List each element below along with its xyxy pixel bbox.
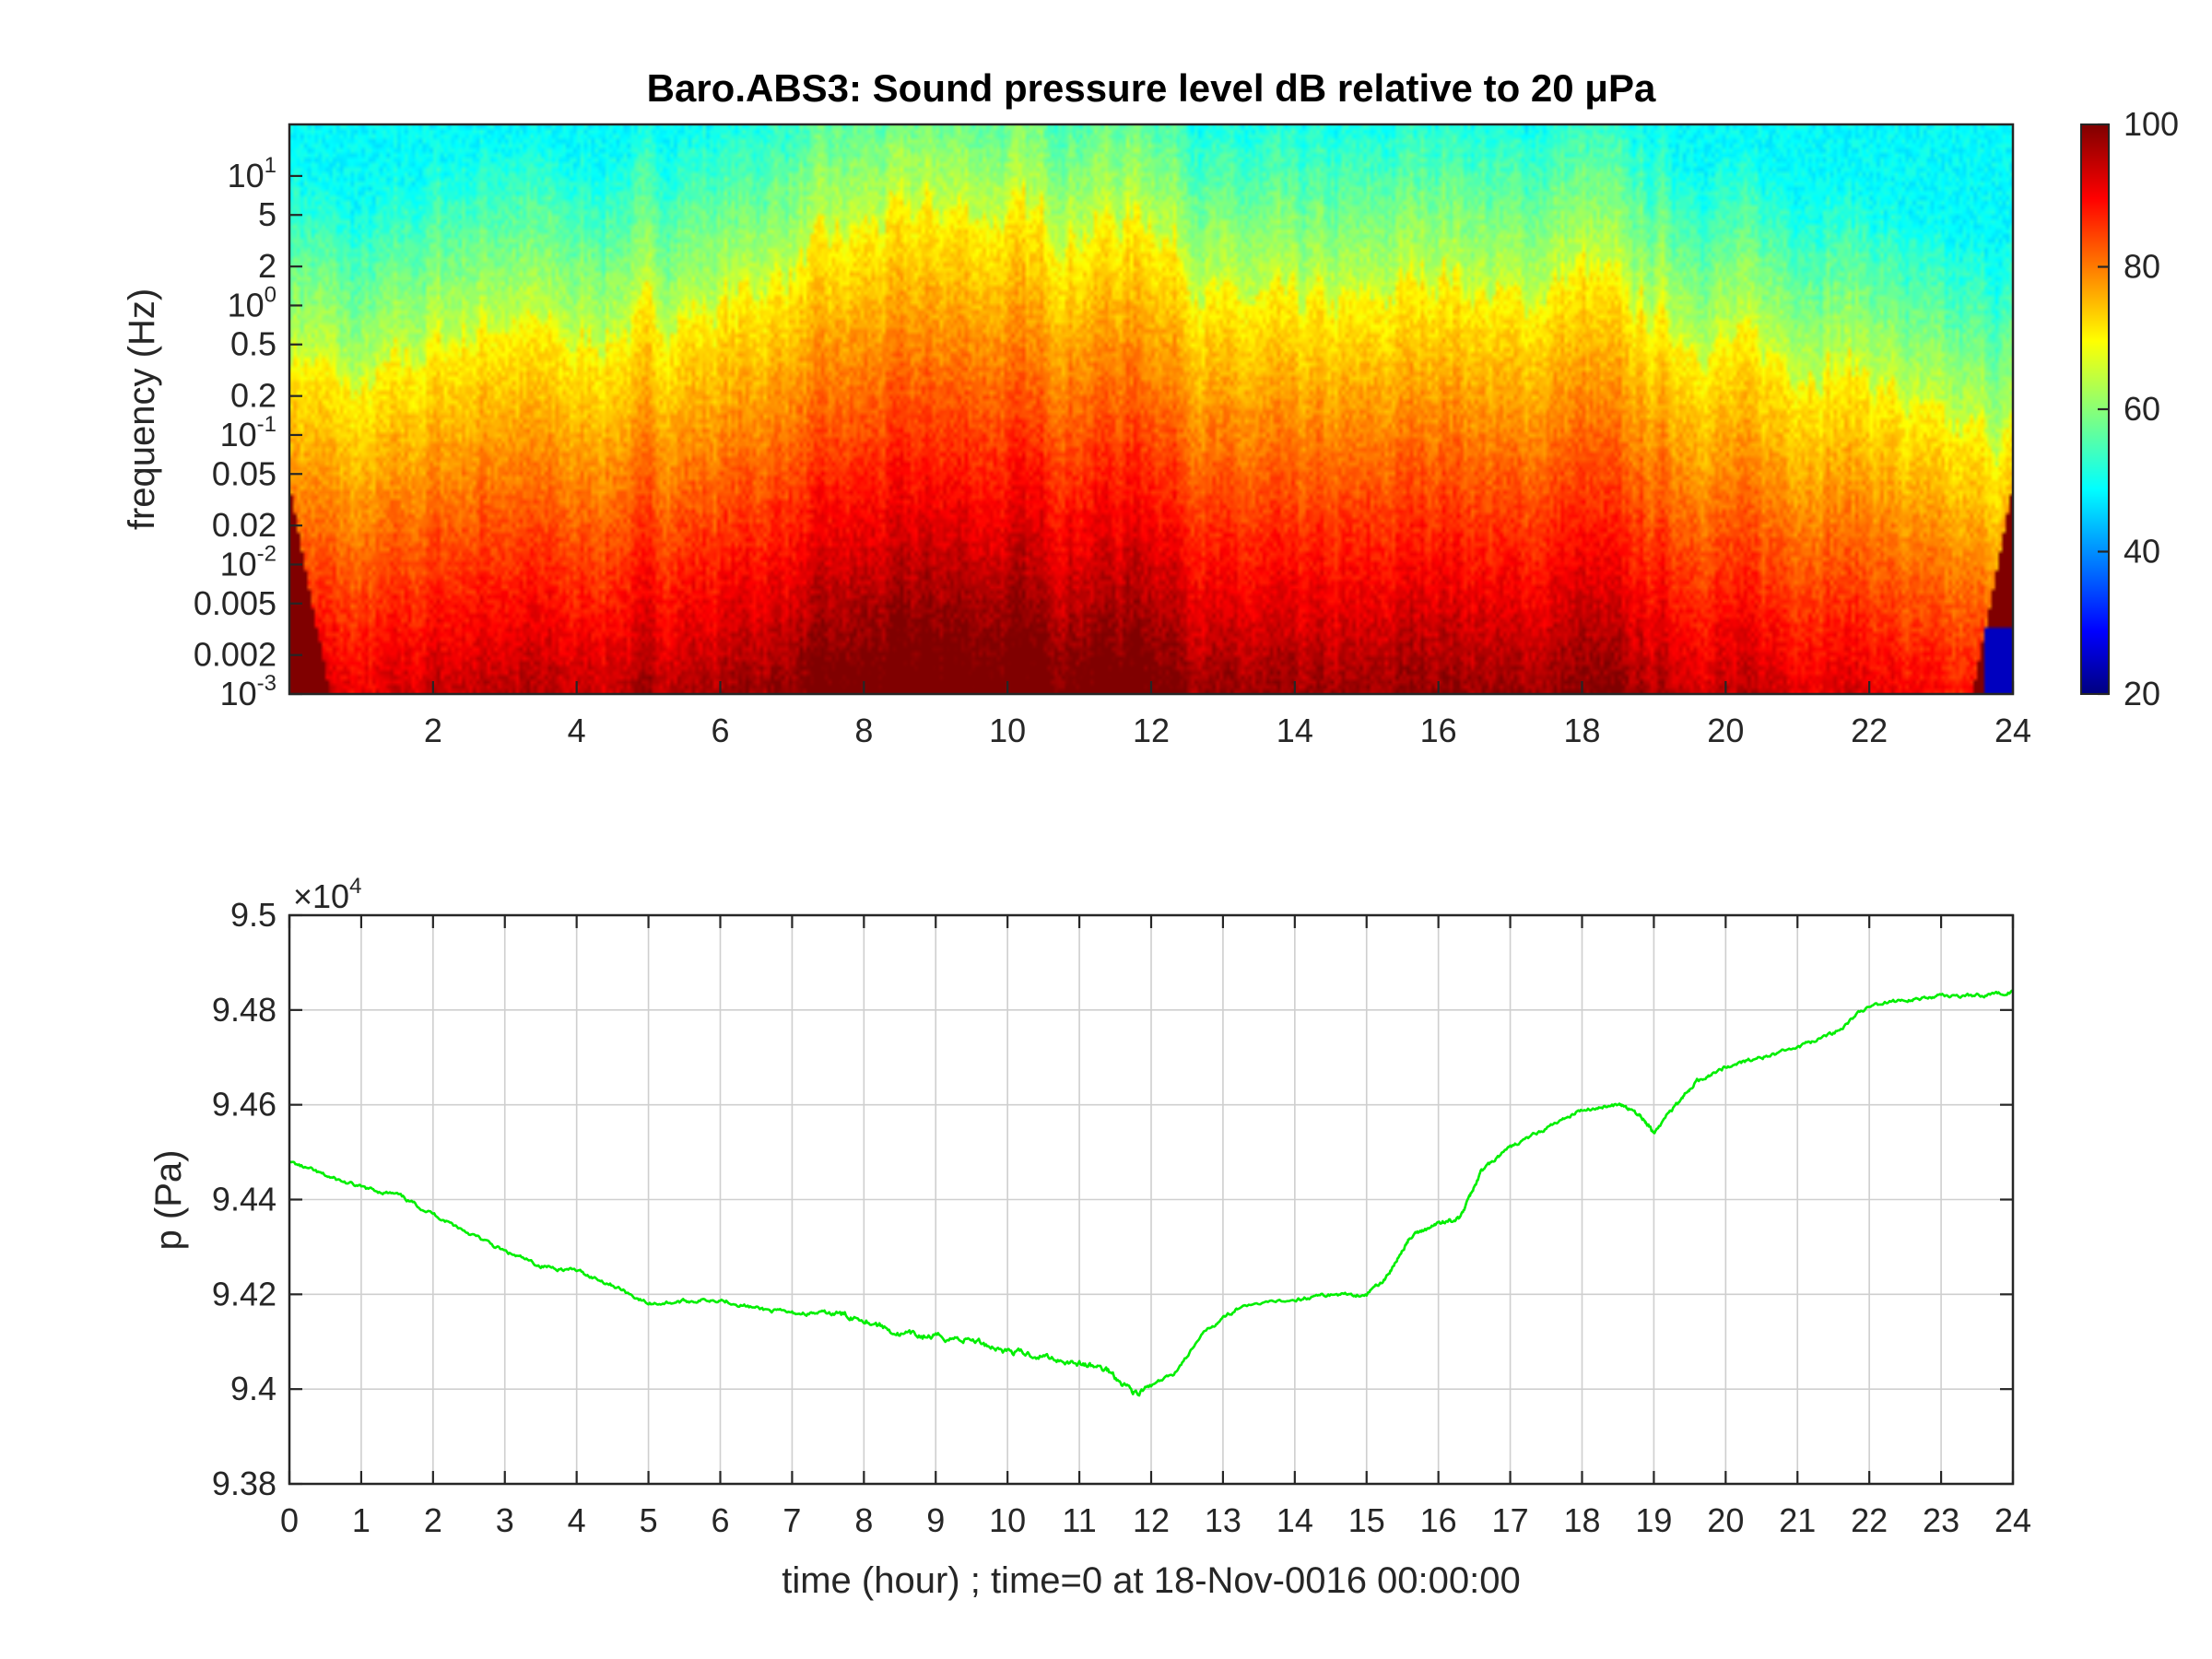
- pressure-x-tick-label: 10: [989, 1501, 1026, 1539]
- pressure-x-tick-label: 19: [1635, 1501, 1672, 1539]
- pressure-x-tick-label: 12: [1133, 1501, 1170, 1539]
- spectrogram-x-tick-label: 6: [711, 712, 729, 749]
- pressure-xlabel: time (hour) ; time=0 at 18-Nov-0016 00:0…: [782, 1560, 1521, 1601]
- spectrogram-x-tick-label: 24: [1994, 712, 2031, 749]
- spectrogram-x-tick-label: 22: [1851, 712, 1888, 749]
- spectrogram-y-tick-label: 0.02: [212, 506, 276, 544]
- pressure-y-tick-label: 9.44: [212, 1181, 276, 1218]
- pressure-x-tick-label: 7: [782, 1501, 801, 1539]
- pressure-x-tick-label: 18: [1563, 1501, 1600, 1539]
- colorbar-tick-label: 20: [2124, 675, 2160, 712]
- spectrogram-y-tick-label: 0.002: [194, 636, 276, 674]
- spectrogram-ylabel: frequency (Hz): [122, 288, 162, 530]
- spectrogram-y-tick-label: 101: [228, 153, 276, 194]
- pressure-x-tick-label: 3: [496, 1501, 514, 1539]
- spectrogram-y-tick-label: 0.2: [230, 377, 276, 415]
- spectrogram-y-tick-label: 0.05: [212, 454, 276, 492]
- spectrogram-image: [289, 124, 2013, 694]
- pressure-y-tick-label: 9.4: [230, 1370, 276, 1407]
- pressure-series-line: [289, 989, 2013, 1397]
- spectrogram-x-tick-label: 10: [989, 712, 1026, 749]
- spectrogram-x-tick-label: 4: [568, 712, 586, 749]
- spectrogram-x-tick-label: 20: [1707, 712, 1744, 749]
- spectrogram-plot: [289, 124, 2013, 694]
- spectrogram-y-tick-label: 10-2: [220, 541, 276, 582]
- pressure-x-ticks: 0 1 2 3 4 5 6 7 8 9 10 11 12 13 14 15 16 17 18 19 20 21 22 23 24: [280, 915, 2031, 1539]
- pressure-ylabel: p (Pa): [148, 1150, 189, 1251]
- pressure-y-tick-label: 9.38: [212, 1465, 276, 1502]
- colorbar-tick-label: 80: [2124, 248, 2160, 286]
- colorbar-tick-label: 40: [2124, 533, 2160, 571]
- pressure-y-tick-label: 9.42: [212, 1275, 276, 1312]
- pressure-grid: [288, 914, 2014, 1485]
- spectrogram-x-tick-label: 12: [1133, 712, 1170, 749]
- pressure-y-ticks: 9.38 9.4 9.42 9.44 9.46 9.48 9.5: [212, 896, 2013, 1502]
- spectrogram-y-tick-label: 0.5: [230, 325, 276, 363]
- spectrogram-x-tick-label: 8: [854, 712, 873, 749]
- pressure-x-tick-label: 6: [711, 1501, 729, 1539]
- colorbar-tick-label: 100: [2124, 105, 2179, 143]
- spectrogram-x-tick-label: 16: [1420, 712, 1457, 749]
- spectrogram-x-tick-label: 2: [424, 712, 442, 749]
- pressure-y-exponent: ×104: [293, 874, 361, 915]
- spectrogram-y-tick-label: 0.005: [194, 584, 276, 622]
- pressure-x-tick-label: 22: [1851, 1501, 1888, 1539]
- pressure-y-tick-label: 9.46: [212, 1086, 276, 1124]
- colorbar-ticks: 20 40 60 80 100: [2098, 105, 2179, 712]
- pressure-x-tick-label: 9: [926, 1501, 945, 1539]
- pressure-x-tick-label: 11: [1062, 1501, 1096, 1539]
- pressure-x-tick-label: 23: [1923, 1501, 1959, 1539]
- pressure-x-tick-label: 20: [1707, 1501, 1744, 1539]
- pressure-x-tick-label: 24: [1994, 1501, 2031, 1539]
- spectrogram-y-tick-label: 10-1: [220, 412, 276, 453]
- pressure-x-tick-label: 0: [280, 1501, 299, 1539]
- spectrogram-y-tick-label: 5: [258, 195, 276, 233]
- pressure-x-tick-label: 21: [1779, 1501, 1816, 1539]
- spectrogram-x-ticks: 2 4 6 8 10 12 14 16 18 20 22 24: [424, 681, 2031, 749]
- pressure-x-tick-label: 4: [568, 1501, 586, 1539]
- pressure-x-tick-label: 8: [854, 1501, 873, 1539]
- pressure-x-tick-label: 16: [1420, 1501, 1457, 1539]
- pressure-x-tick-label: 1: [352, 1501, 371, 1539]
- pressure-x-tick-label: 5: [640, 1501, 658, 1539]
- pressure-y-tick-label: 9.5: [230, 896, 276, 934]
- colorbar-tick-label: 60: [2124, 390, 2160, 428]
- spectrogram-x-tick-label: 14: [1277, 712, 1313, 749]
- pressure-x-tick-label: 15: [1348, 1501, 1385, 1539]
- spectrogram-y-tick-label: 2: [258, 247, 276, 285]
- spectrogram-y-tick-label: 100: [228, 282, 276, 324]
- pressure-x-tick-label: 2: [424, 1501, 442, 1539]
- pressure-y-tick-label: 9.48: [212, 991, 276, 1029]
- pressure-x-tick-label: 13: [1205, 1501, 1241, 1539]
- spectrogram-y-tick-label: 10-3: [220, 671, 276, 712]
- pressure-x-tick-label: 14: [1277, 1501, 1313, 1539]
- spectrogram-x-tick-label: 18: [1563, 712, 1600, 749]
- spectrogram-title: Baro.ABS3: Sound pressure level dB relat…: [647, 66, 1656, 110]
- pressure-x-tick-label: 17: [1492, 1501, 1529, 1539]
